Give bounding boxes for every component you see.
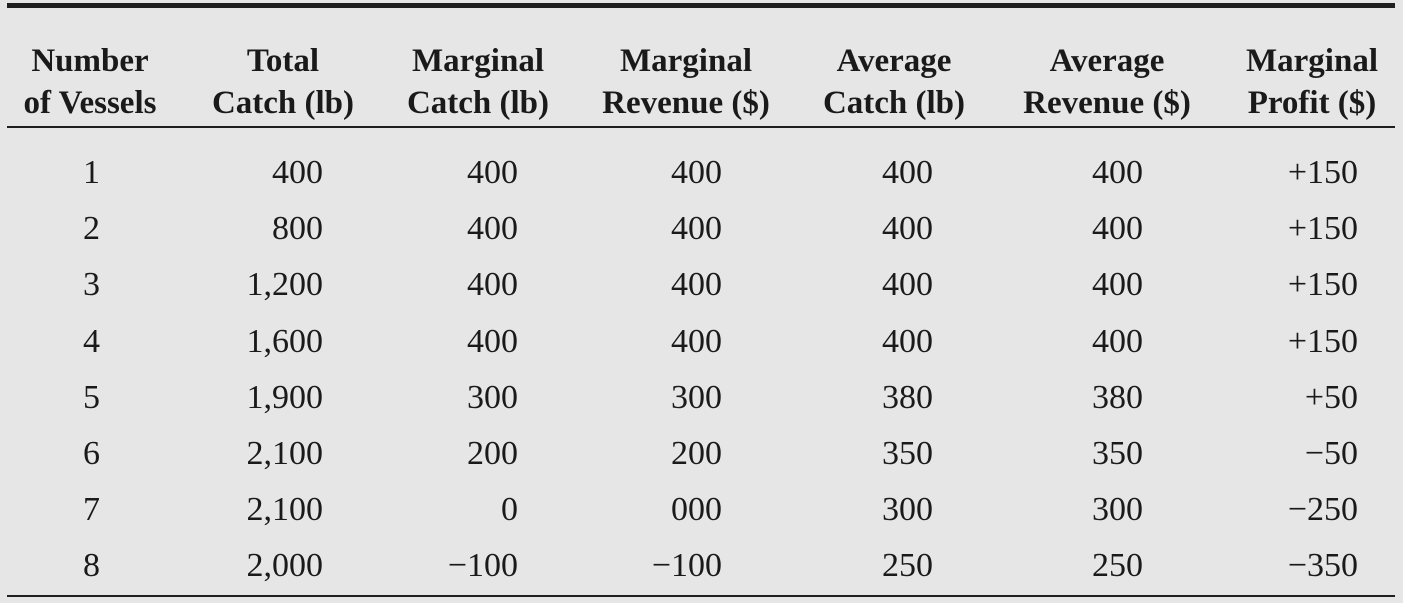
table-cell-number-of-vessels: 2	[83, 210, 100, 248]
table-cell-average-revenue: 400	[1092, 154, 1143, 191]
table-cell-number-of-vessels: 1	[83, 154, 100, 191]
table-cell-marginal-profit: −50	[1304, 435, 1358, 472]
table-cell-average-catch: 300	[882, 491, 933, 529]
table-cell-number-of-vessels: 3	[83, 266, 100, 304]
table-cell-marginal-catch: −100	[447, 547, 518, 585]
column-header-line2: Catch (lb)	[211, 85, 355, 121]
table-cell-total-catch: 1,600	[246, 322, 324, 360]
column-header-line1: Average	[1049, 43, 1165, 79]
table-cell-marginal-profit: −350	[1287, 547, 1358, 585]
table-cell-marginal-revenue: 400	[671, 266, 722, 304]
column-header-line2: Revenue ($)	[1023, 85, 1191, 121]
table-cell-number-of-vessels: 4	[83, 322, 100, 360]
table-cell-total-catch: 2,000	[246, 547, 324, 585]
table-cell-marginal-profit: +50	[1304, 378, 1358, 416]
table-bottom-rule	[7, 595, 1395, 597]
column-header-line2: Revenue ($)	[602, 85, 770, 121]
table-cell-average-revenue: 250	[1092, 547, 1143, 585]
column-header-line1: Marginal	[412, 43, 544, 79]
table-cell-marginal-revenue: 400	[671, 322, 722, 360]
table-cell-marginal-revenue: 200	[671, 435, 722, 472]
table-cell-average-catch: 400	[882, 322, 933, 360]
column-header-average-catch: Average Catch (lb)	[784, 40, 1004, 124]
table-cell-number-of-vessels: 6	[83, 435, 100, 472]
table-cell-marginal-catch: 300	[467, 378, 518, 416]
table-cell-total-catch: 800	[272, 210, 323, 248]
column-header-line1: Marginal	[620, 43, 752, 79]
column-header-number-of-vessels: Number of Vessels	[0, 40, 200, 124]
table-cell-marginal-profit: +150	[1287, 210, 1358, 248]
table-cell-number-of-vessels: 8	[83, 547, 100, 585]
column-header-marginal-revenue: Marginal Revenue ($)	[576, 40, 796, 124]
table-cell-total-catch: 2,100	[246, 491, 324, 529]
table-cell-marginal-revenue: 000	[671, 491, 722, 529]
table-cell-marginal-catch: 400	[467, 322, 518, 360]
table-cell-marginal-revenue: 400	[671, 154, 722, 191]
table-cell-average-revenue: 400	[1092, 322, 1143, 360]
table-cell-average-catch: 350	[882, 435, 933, 472]
table-cell-marginal-catch: 0	[501, 491, 518, 529]
column-header-total-catch: Total Catch (lb)	[173, 40, 393, 124]
table-cell-marginal-catch: 400	[467, 266, 518, 304]
table-cell-marginal-catch: 200	[467, 435, 518, 472]
table-cell-marginal-profit: +150	[1287, 322, 1358, 360]
table-cell-total-catch: 400	[272, 154, 323, 191]
table-cell-marginal-catch: 400	[467, 154, 518, 191]
table-cell-total-catch: 1,200	[246, 266, 324, 304]
column-header-marginal-profit: Marginal Profit ($)	[1202, 40, 1403, 124]
column-header-line1: Average	[836, 43, 952, 79]
column-header-line2: Catch (lb)	[406, 85, 550, 121]
table-cell-average-revenue: 380	[1092, 378, 1143, 416]
column-header-line2: Catch (lb)	[822, 85, 966, 121]
table-cell-average-catch: 250	[882, 547, 933, 585]
table-cell-average-catch: 400	[882, 154, 933, 191]
column-header-line2: of Vessels	[23, 85, 157, 121]
table-cell-average-revenue: 300	[1092, 491, 1143, 529]
table-cell-marginal-profit: −250	[1287, 491, 1358, 529]
table-cell-marginal-profit: +150	[1287, 154, 1358, 191]
table-cell-average-revenue: 400	[1092, 266, 1143, 304]
table-top-rule	[7, 3, 1395, 8]
column-header-line1: Total	[246, 43, 320, 79]
table-cell-marginal-catch: 400	[467, 210, 518, 248]
table-cell-marginal-revenue: 300	[671, 378, 722, 416]
table-cell-average-revenue: 350	[1092, 435, 1143, 472]
table-header-rule	[7, 126, 1395, 128]
table-cell-average-revenue: 400	[1092, 210, 1143, 248]
column-header-marginal-catch: Marginal Catch (lb)	[368, 40, 588, 124]
table-cell-total-catch: 1,900	[246, 378, 324, 416]
table-cell-marginal-profit: +150	[1287, 266, 1358, 304]
table-cell-average-catch: 400	[882, 266, 933, 304]
column-header-line2: Profit ($)	[1247, 85, 1377, 121]
column-header-average-revenue: Average Revenue ($)	[997, 40, 1217, 124]
table-cell-marginal-revenue: −100	[651, 547, 722, 585]
table-cell-average-catch: 400	[882, 210, 933, 248]
table-cell-number-of-vessels: 5	[83, 378, 100, 416]
table-cell-number-of-vessels: 7	[83, 491, 100, 529]
table-cell-average-catch: 380	[882, 378, 933, 416]
table-cell-marginal-revenue: 400	[671, 210, 722, 248]
table-cell-total-catch: 2,100	[246, 435, 324, 472]
column-header-line1: Marginal	[1246, 43, 1378, 79]
column-header-line1: Number	[31, 43, 149, 79]
